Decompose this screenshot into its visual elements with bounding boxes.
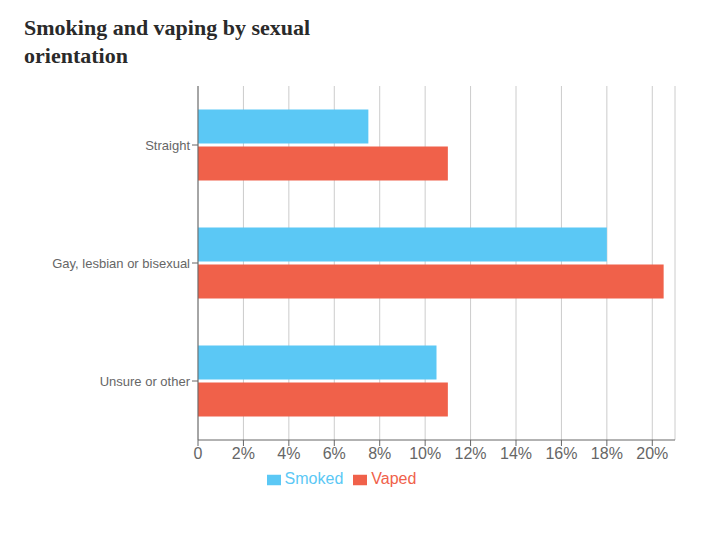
html-text:Vaped: Vaped bbox=[371, 470, 417, 487]
svg-text:Straight: Straight bbox=[145, 138, 190, 153]
svg-text:4%: 4% bbox=[277, 445, 300, 462]
svg-text:8%: 8% bbox=[368, 445, 391, 462]
svg-text:Unsure or other: Unsure or other bbox=[100, 374, 191, 389]
svg-text:16%: 16% bbox=[545, 445, 577, 462]
svg-text:6%: 6% bbox=[323, 445, 346, 462]
svg-text:0: 0 bbox=[194, 445, 203, 462]
svg-text:10%: 10% bbox=[409, 445, 441, 462]
svg-text:20%: 20% bbox=[636, 445, 668, 462]
svg-text:2%: 2% bbox=[232, 445, 255, 462]
html-text:orientation: orientation bbox=[24, 43, 128, 68]
svg-text:Gay, lesbian or bisexual: Gay, lesbian or bisexual bbox=[52, 256, 190, 271]
svg-text:14%: 14% bbox=[500, 445, 532, 462]
svg-text:12%: 12% bbox=[455, 445, 487, 462]
svg-text:18%: 18% bbox=[591, 445, 623, 462]
html-text:Smoked: Smoked bbox=[284, 470, 344, 487]
html-text:Smoking and vaping by sexual: Smoking and vaping by sexual bbox=[24, 15, 311, 40]
